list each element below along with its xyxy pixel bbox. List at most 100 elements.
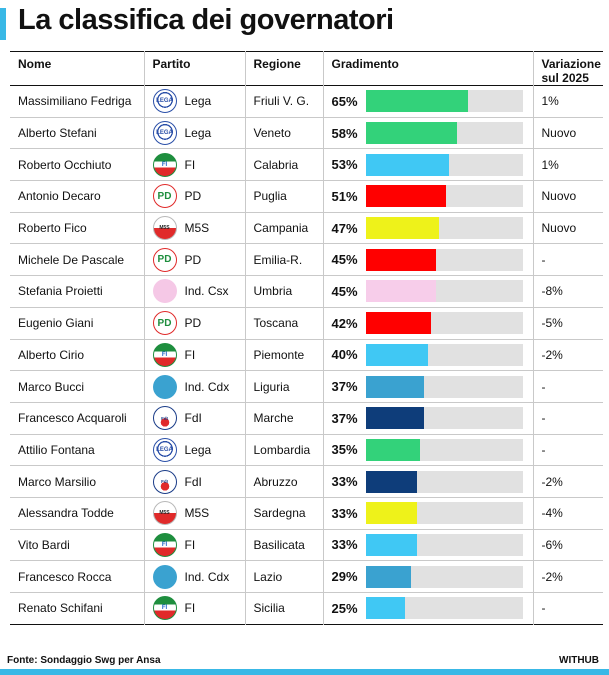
approval-cell: 33% — [322, 529, 533, 561]
table-row: Francesco Rocca Ind. Cdx Lazio 29% -2% — [10, 560, 603, 593]
party-cell: FdI FdI — [143, 402, 245, 435]
region-name: Basilicata — [244, 529, 323, 561]
change-value: - — [532, 402, 603, 435]
approval-bar-track — [365, 502, 523, 525]
approval-cell: 37% — [322, 370, 533, 403]
party-cell: Ind. Cdx — [143, 560, 245, 593]
party-cell: PD PD — [143, 307, 245, 339]
fdi-logo-icon: FdI — [152, 469, 177, 494]
approval-bar-track — [365, 597, 523, 620]
approval-bar — [365, 153, 449, 176]
approval-value-label: 51% — [331, 188, 358, 204]
party-cell: LEGA Lega — [143, 117, 245, 149]
table-row: Stefania Proietti Ind. Csx Umbria 45% -8% — [10, 275, 603, 308]
change-value: -6% — [532, 529, 603, 561]
approval-bar-track — [365, 248, 523, 271]
approval-value-label: 45% — [331, 252, 358, 268]
change-value: - — [532, 434, 603, 466]
region-name: Sardegna — [244, 497, 323, 530]
table-row: Renato Schifani FI FI Sicilia 25% - — [10, 592, 603, 625]
approval-bar-track — [365, 438, 523, 461]
pd-logo-icon: PD — [152, 311, 177, 336]
table-row: Antonio Decaro PD PD Puglia 51% Nuovo — [10, 180, 603, 213]
change-value: Nuovo — [532, 212, 603, 244]
table-row: Roberto Occhiuto FI FI Calabria 53% 1% — [10, 148, 603, 181]
approval-cell: 33% — [322, 465, 533, 498]
approval-value-label: 40% — [331, 347, 358, 363]
governor-name: Eugenio Giani — [18, 316, 94, 331]
approval-value-label: 33% — [331, 505, 358, 521]
m5s-logo-icon: M5S — [152, 216, 177, 241]
party-cell: Ind. Csx — [143, 275, 245, 308]
party-cell: LEGA Lega — [143, 434, 245, 466]
brand-label: WITHUB — [559, 655, 599, 666]
approval-bar — [365, 375, 424, 398]
governor-name: Attilio Fontana — [18, 442, 95, 457]
approval-cell: 45% — [322, 275, 533, 308]
approval-bar-track — [365, 375, 523, 398]
source-note: Fonte: Sondaggio Swg per Ansa — [7, 655, 161, 666]
approval-value-label: 45% — [331, 283, 358, 299]
approval-cell: 33% — [322, 497, 533, 530]
column-header-gradimento: Gradimento — [322, 51, 533, 86]
table-row: Alberto Stefani LEGA Lega Veneto 58% Nuovo — [10, 117, 603, 149]
approval-value-label: 37% — [331, 379, 358, 395]
party-cell: FI FI — [143, 148, 245, 181]
region-name: Friuli V. G. — [244, 85, 323, 118]
column-header-variazione: Variazione sul 2025 — [532, 51, 603, 86]
pd-logo-icon: PD — [152, 184, 177, 209]
blue-dot-icon — [152, 564, 177, 589]
region-name: Umbria — [244, 275, 323, 308]
party-label: Lega — [184, 94, 212, 109]
approval-cell: 53% — [322, 148, 533, 181]
approval-value-label: 37% — [331, 410, 358, 426]
table-row: Francesco Acquaroli FdI FdI Marche 37% - — [10, 402, 603, 435]
approval-bar — [365, 438, 421, 461]
governor-name: Francesco Rocca — [18, 569, 112, 584]
approval-bar — [365, 185, 446, 208]
party-label: Ind. Cdx — [184, 569, 230, 584]
governor-name: Alberto Stefani — [18, 126, 97, 141]
blue-dot-icon — [152, 374, 177, 399]
approval-value-label: 42% — [331, 315, 358, 331]
party-label: FI — [184, 347, 196, 362]
governor-name: Roberto Fico — [18, 221, 87, 236]
party-cell: M5S M5S — [143, 497, 245, 530]
change-value: 1% — [532, 148, 603, 181]
party-cell: FI FI — [143, 529, 245, 561]
page-title: La classifica dei governatori — [18, 4, 394, 36]
governor-name: Marco Bucci — [18, 379, 85, 394]
table-row: Massimiliano Fedriga LEGA Lega Friuli V. G.… — [10, 85, 603, 118]
change-value: -2% — [532, 465, 603, 498]
approval-cell: 45% — [322, 243, 533, 276]
approval-cell: 37% — [322, 402, 533, 435]
approval-bar — [365, 470, 418, 493]
approval-bar — [365, 280, 437, 303]
m5s-logo-icon: M5S — [152, 501, 177, 526]
approval-bar-track — [365, 217, 523, 240]
bottom-accent-bar — [0, 669, 609, 675]
approval-bar — [365, 502, 418, 525]
governor-name: Roberto Occhiuto — [18, 157, 112, 172]
approval-value-label: 33% — [331, 537, 358, 553]
party-cell: LEGA Lega — [143, 85, 245, 118]
table-row: Michele De Pascale PD PD Emilia-R. 45% - — [10, 243, 603, 276]
change-value: Nuovo — [532, 180, 603, 213]
approval-bar-track — [365, 185, 523, 208]
column-header-nome: Nome — [18, 57, 52, 71]
table-row: Vito Bardi FI FI Basilicata 33% -6% — [10, 529, 603, 561]
party-cell: Ind. Cdx — [143, 370, 245, 403]
governor-name: Alessandra Todde — [18, 506, 114, 521]
lega-logo-icon: LEGA — [152, 437, 177, 462]
approval-value-label: 58% — [331, 125, 358, 141]
change-value: -4% — [532, 497, 603, 530]
table-header-row: Nome Partito Regione Gradimento Variazio… — [10, 51, 603, 86]
party-label: PD — [184, 316, 202, 331]
governor-name: Stefania Proietti — [18, 284, 103, 299]
party-label: Lega — [184, 126, 212, 141]
party-cell: FI FI — [143, 339, 245, 371]
approval-cell: 42% — [322, 307, 533, 339]
party-label: Ind. Csx — [184, 284, 229, 299]
governor-name: Antonio Decaro — [18, 189, 101, 204]
title-accent-bar — [0, 8, 6, 40]
